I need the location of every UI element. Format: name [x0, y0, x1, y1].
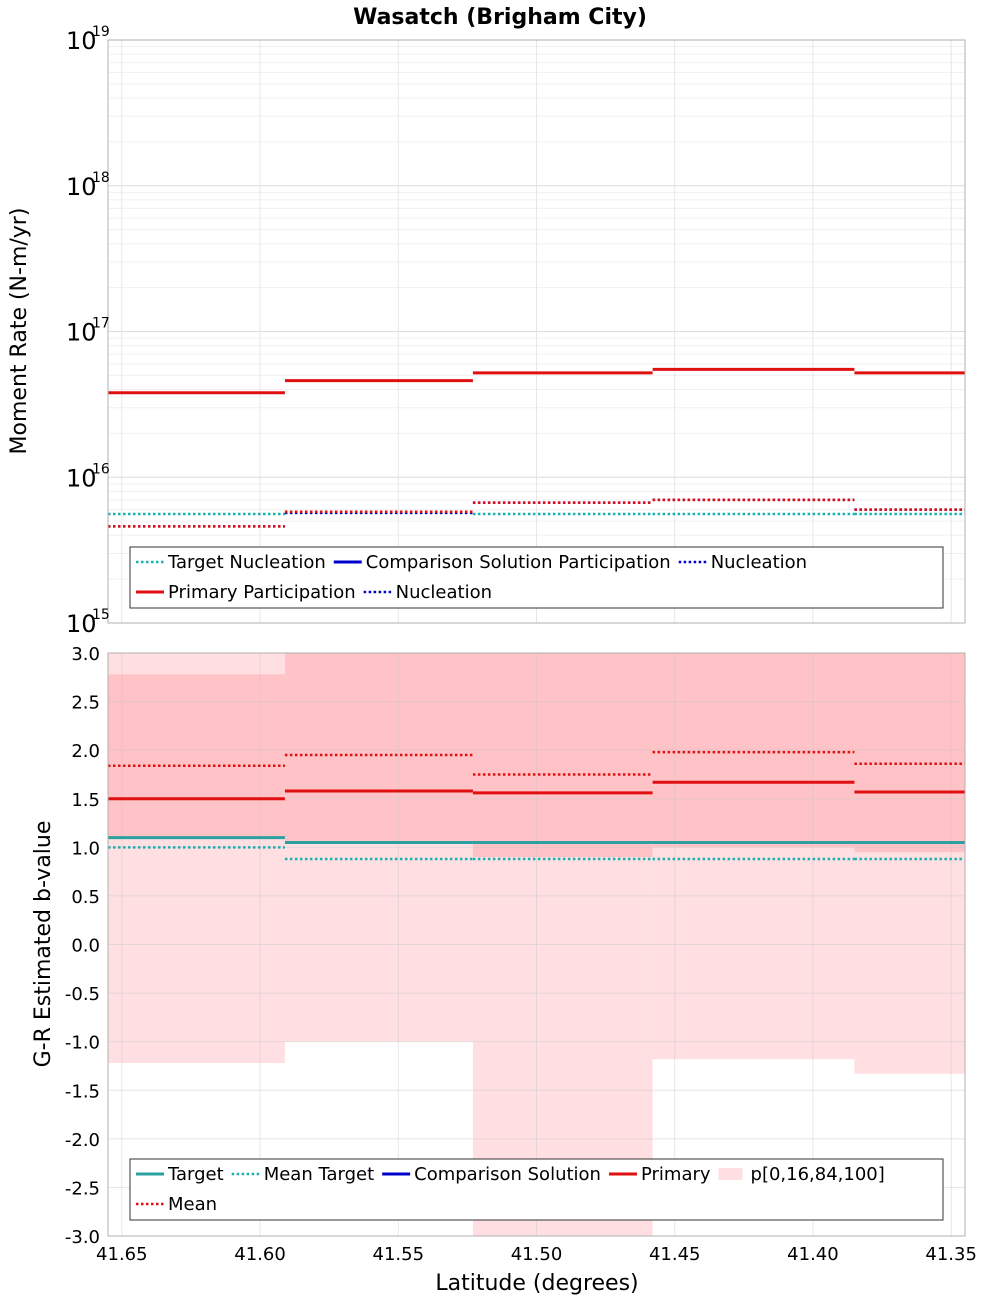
top-y-axis-label: Moment Rate (N-m/yr)	[7, 208, 32, 455]
bottom-grid	[108, 652, 965, 1237]
bottom-panel: -3.0 -2.5 -2.0 -1.5 -1.0 -0.5 0.0 0.5 1.0 1.5 2.0 2…	[31, 644, 977, 1296]
top-legend: Target Nucleation Comparison Solution Par…	[129, 546, 944, 609]
bottom-series-primary	[108, 780, 965, 801]
bottom-y-tick-label: 0.0	[71, 936, 100, 957]
bottom-y-tick-label: 1.5	[71, 790, 100, 811]
top-series	[108, 367, 965, 528]
bottom-y-tick-label: 1.0	[71, 838, 100, 859]
bottom-plot-frame	[107, 652, 966, 1237]
top-y-tick-exponent: 18	[92, 170, 110, 186]
bottom-x-ticks: 41.65 41.60 41.55 41.50 41.45 41.40 41.35	[96, 1244, 977, 1265]
bottom-legend-label: Mean	[168, 1194, 217, 1215]
bottom-series-mean-target	[108, 846, 965, 861]
bottom-series	[108, 750, 965, 861]
band-inner	[652, 653, 855, 848]
bottom-legend-label: Target	[167, 1164, 224, 1185]
bottom-legend-label: Comparison Solution	[414, 1164, 601, 1185]
bottom-y-ticks: -3.0 -2.5 -2.0 -1.5 -1.0 -0.5 0.0 0.5 1.0 1.5 2.0 2…	[65, 644, 100, 1248]
bottom-y-tick-label: -2.0	[65, 1130, 100, 1151]
top-legend-label: Target Nucleation	[167, 552, 326, 573]
x-tick-label: 41.40	[787, 1244, 839, 1265]
x-tick-label: 41.45	[649, 1244, 701, 1265]
top-legend-label: Nucleation	[396, 582, 492, 603]
top-legend-box	[129, 546, 944, 609]
band-inner	[108, 674, 285, 838]
band-inner	[284, 653, 473, 843]
top-y-tick-label: 10	[66, 27, 97, 55]
bottom-legend-box	[129, 1158, 944, 1221]
x-tick-label: 41.65	[96, 1244, 148, 1265]
top-y-tick-exponent: 17	[92, 316, 110, 332]
bottom-y-tick-label: -1.5	[65, 1081, 100, 1102]
x-tick-label: 41.55	[373, 1244, 425, 1265]
top-y-tick-label: 10	[66, 610, 97, 638]
top-y-tick-label: 10	[66, 319, 97, 347]
top-legend-label: Nucleation	[711, 552, 807, 573]
x-tick-label: 41.60	[234, 1244, 286, 1265]
bottom-y-tick-label: 2.5	[71, 693, 100, 714]
bottom-y-tick-label: -3.0	[65, 1227, 100, 1248]
x-tick-label: 41.35	[925, 1244, 977, 1265]
top-grid	[108, 39, 965, 624]
bottom-bands	[108, 653, 965, 1236]
bottom-series-mean	[108, 750, 965, 776]
bottom-legend: Target Mean Target Comparison Solution Prim…	[129, 1158, 944, 1221]
bottom-y-tick-label: -1.0	[65, 1033, 100, 1054]
top-series-nucleation	[108, 498, 965, 528]
top-y-tick-exponent: 19	[92, 24, 110, 40]
band-inner	[854, 653, 965, 853]
bottom-y-tick-label: -0.5	[65, 984, 100, 1005]
bottom-series-target	[108, 836, 965, 844]
x-axis-label: Latitude (degrees)	[435, 1271, 638, 1296]
bottom-y-axis-label: G-R Estimated b-value	[31, 821, 56, 1068]
top-y-tick-label: 10	[66, 464, 97, 492]
bottom-legend-label: p[0,16,84,100]	[751, 1164, 885, 1185]
bottom-y-tick-label: 0.5	[71, 887, 100, 908]
bottom-y-tick-label: 3.0	[71, 644, 100, 665]
bottom-legend-swatch	[718, 1168, 743, 1180]
band-inner	[472, 653, 653, 858]
top-series-primary-participation	[108, 367, 965, 395]
chart-title: Wasatch (Brigham City)	[353, 5, 647, 30]
bottom-y-tick-label: 2.0	[71, 741, 100, 762]
top-legend-label: Primary Participation	[168, 582, 356, 603]
top-legend-label: Comparison Solution Participation	[366, 552, 671, 573]
top-y-tick-label: 10	[66, 173, 97, 201]
top-y-tick-exponent: 16	[92, 461, 110, 477]
bottom-legend-label: Mean Target	[264, 1164, 374, 1185]
top-y-tick-exponent: 15	[92, 607, 110, 623]
x-tick-label: 41.50	[511, 1244, 563, 1265]
bottom-legend-label: Primary	[641, 1164, 711, 1185]
bottom-y-tick-label: -2.5	[65, 1178, 100, 1199]
top-plot-frame	[107, 39, 966, 624]
